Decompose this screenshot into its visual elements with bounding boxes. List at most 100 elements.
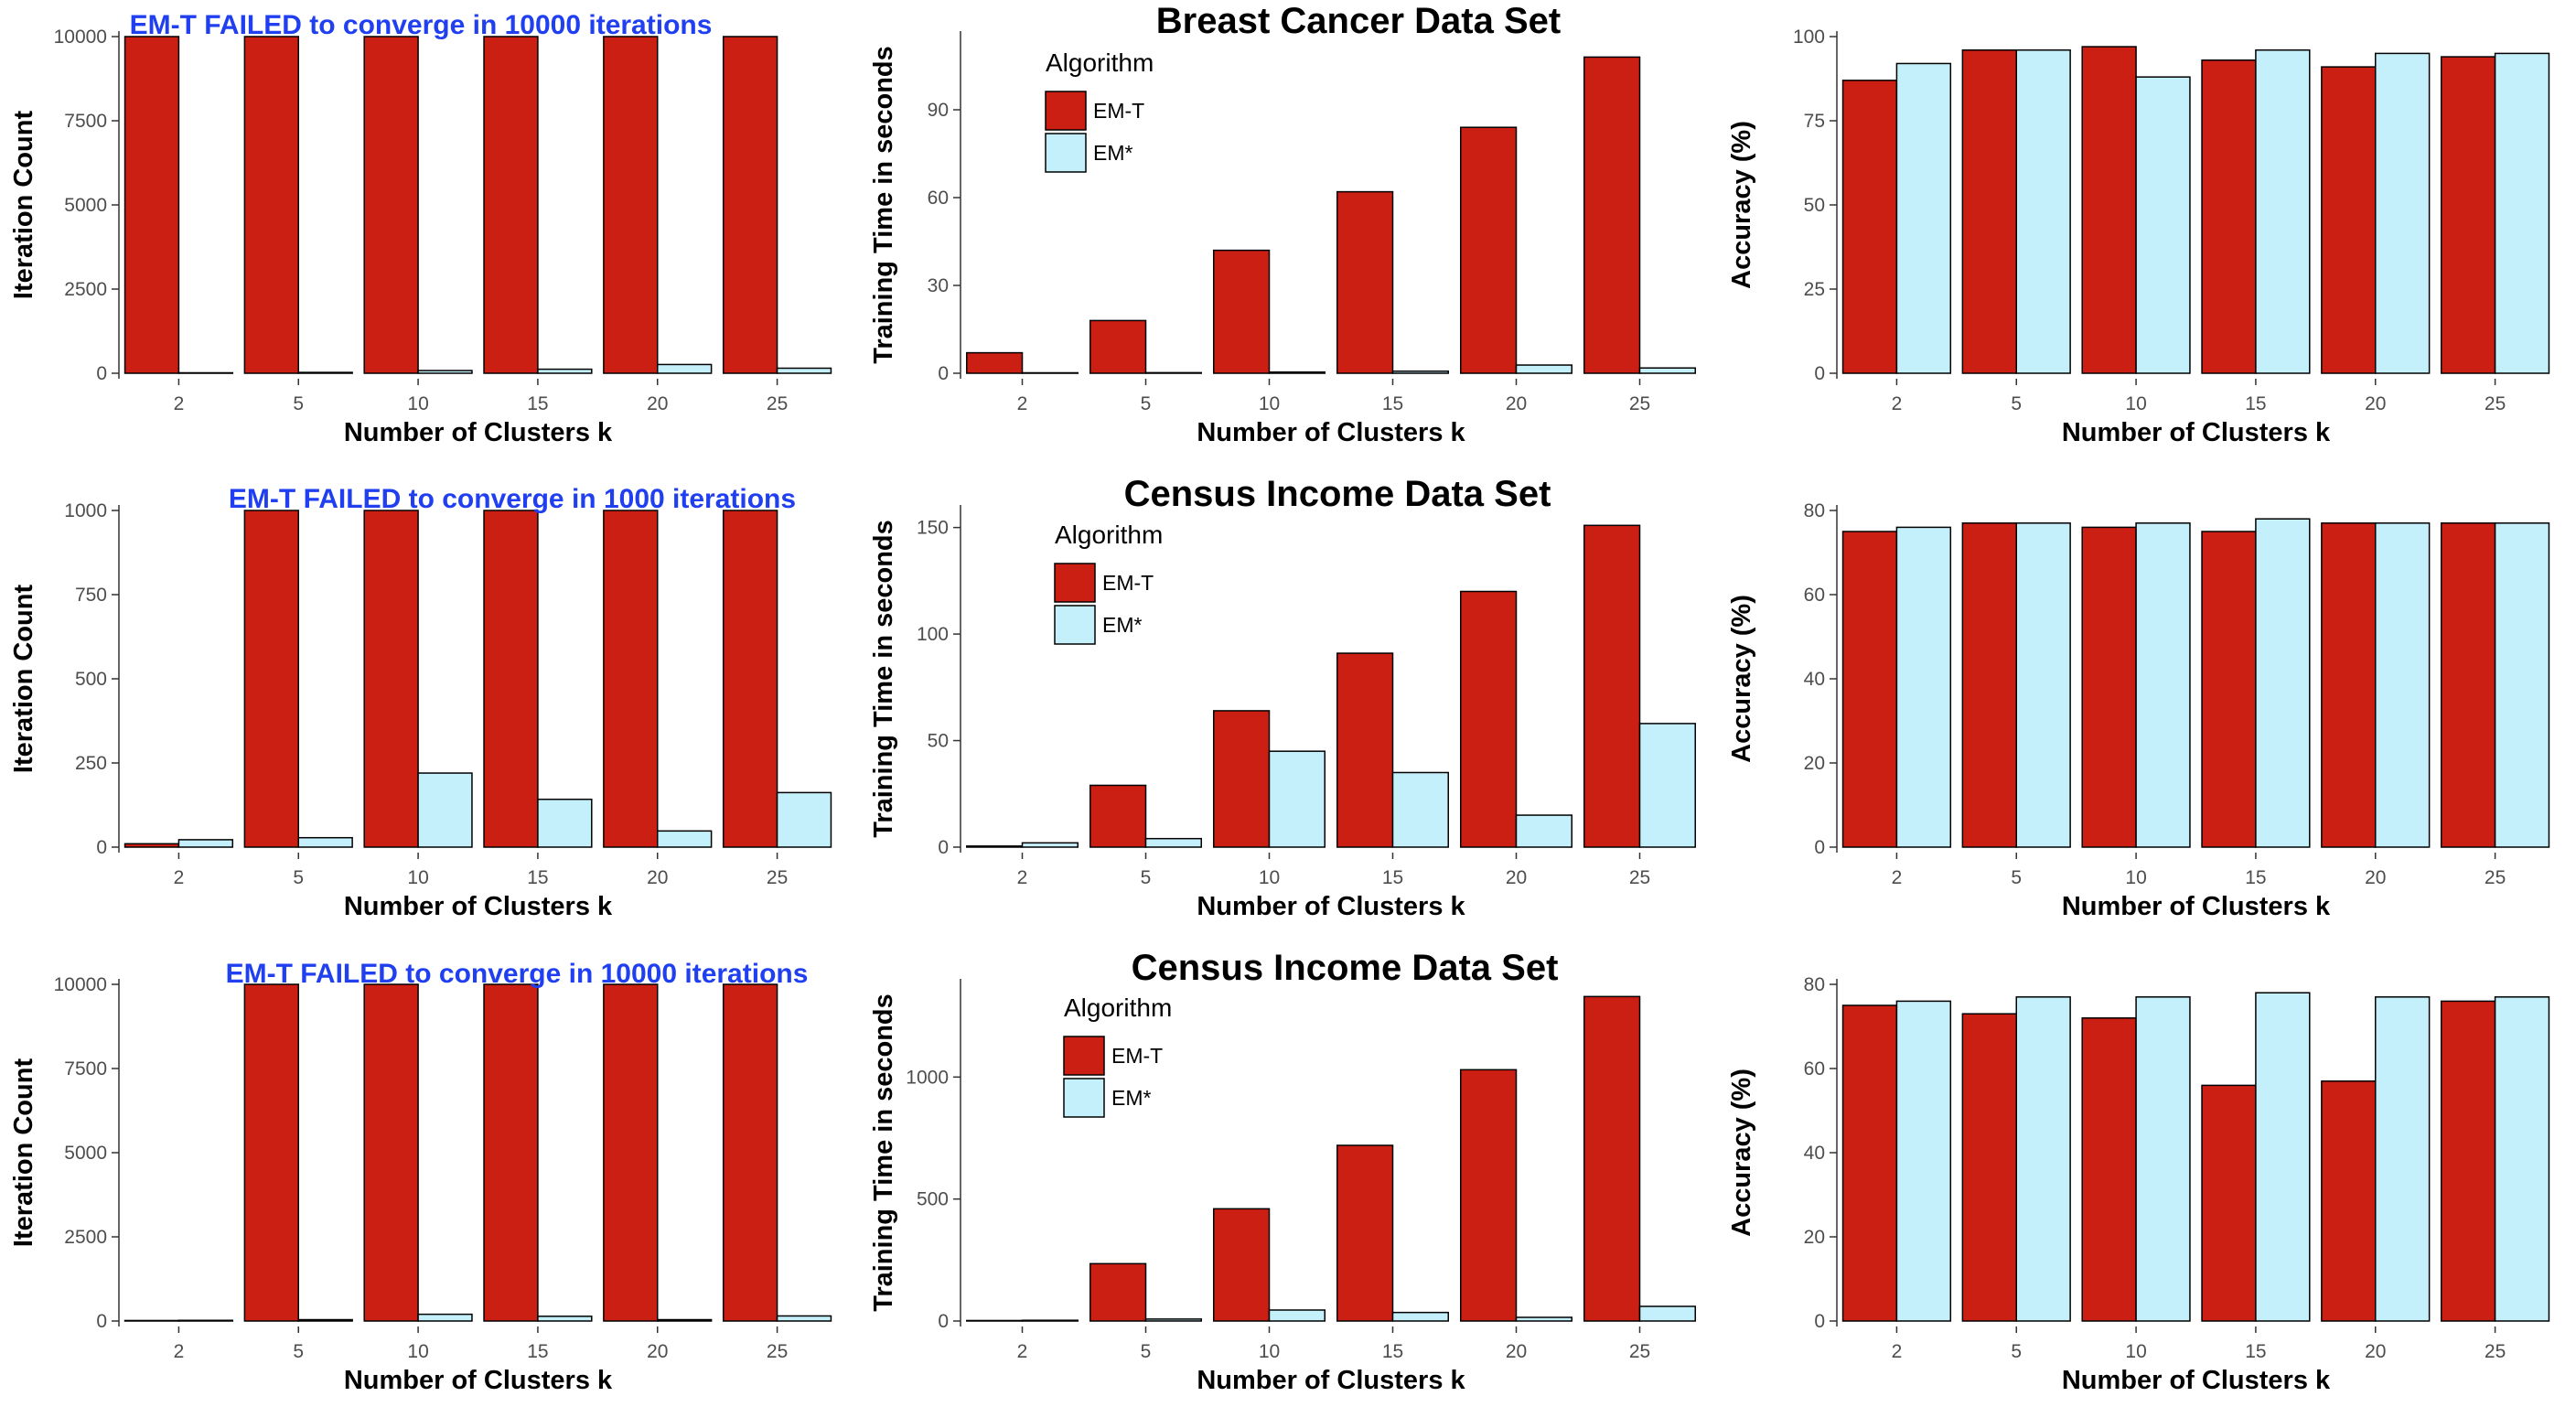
y-axis-title: Accuracy (%) (1727, 1069, 1756, 1237)
x-axis-title: Number of Clusters k (344, 892, 613, 921)
x-tick-label: 10 (2125, 393, 2146, 414)
x-tick-label: 20 (647, 393, 668, 414)
x-tick-label: 2 (1892, 1341, 1903, 1362)
bar-em-t-k2 (123, 36, 180, 374)
bar-em-t-k25 (722, 510, 778, 848)
bar-em-t-k10 (363, 36, 419, 374)
x-tick-label: 15 (2245, 867, 2266, 888)
bar-em-t-k15 (1336, 190, 1394, 374)
bar-em-star-k5 (2015, 522, 2071, 848)
bar-em-star-k20 (1515, 364, 1572, 374)
bar-em-star-k25 (2494, 52, 2550, 374)
x-tick-label: 2 (1892, 393, 1903, 414)
bar-em-t-k2 (123, 843, 180, 848)
bar-em-t-k5 (243, 510, 299, 848)
x-tick-label: 10 (407, 1341, 428, 1362)
y-tick-label: 250 (75, 753, 107, 774)
x-tick-label: 5 (293, 867, 304, 888)
y-tick-label: 50 (928, 731, 949, 752)
bar-em-star-k5 (2015, 48, 2071, 374)
bar-em-t-k20 (603, 36, 659, 374)
y-tick-label: 100 (917, 624, 949, 645)
x-tick-label: 20 (1506, 393, 1527, 414)
x-tick-label: 25 (767, 1341, 788, 1362)
x-tick-label: 20 (647, 1341, 668, 1362)
bar-em-t-k15 (1336, 652, 1394, 848)
y-tick-label: 60 (1804, 585, 1825, 606)
x-axis-title: Number of Clusters k (344, 1366, 613, 1395)
bar-em-star-k15 (2255, 518, 2311, 848)
x-tick-label: 2 (174, 1341, 185, 1362)
x-tick-label: 20 (1506, 867, 1527, 888)
y-tick-label: 0 (938, 837, 949, 858)
bar-em-t-k25 (722, 983, 778, 1322)
x-tick-label: 25 (2485, 393, 2506, 414)
bar-em-t-k25 (2440, 522, 2496, 848)
x-tick-label: 2 (1017, 867, 1028, 888)
x-tick-label: 10 (1259, 867, 1280, 888)
x-axis-title: Number of Clusters k (1197, 1366, 1465, 1395)
y-tick-label: 500 (917, 1189, 949, 1210)
bar-em-t-k20 (1460, 590, 1518, 848)
bar-em-t-k20 (603, 510, 659, 848)
legend-label: EM* (1102, 613, 1143, 637)
bar-em-t-k25 (2440, 56, 2496, 374)
bar-em-t-k2 (123, 1319, 180, 1322)
x-tick-label: 5 (293, 1341, 304, 1362)
y-tick-label: 0 (96, 837, 107, 858)
bar-em-star-k20 (657, 363, 713, 374)
legend-key-em-star (1045, 133, 1087, 173)
bar-em-t-k10 (2081, 46, 2137, 374)
y-tick-label: 500 (75, 669, 107, 690)
x-tick-label: 2 (174, 393, 185, 414)
bar-em-star-k25 (776, 367, 832, 374)
x-tick-label: 2 (1892, 867, 1903, 888)
bar-em-t-k10 (1213, 710, 1271, 848)
bar-em-t-k2 (1841, 1004, 1898, 1322)
bar-em-t-k2 (966, 351, 1024, 374)
bar-em-t-k25 (722, 36, 778, 374)
legend-label: EM* (1093, 141, 1133, 165)
bar-em-t-k10 (1213, 1208, 1271, 1322)
legend-label: EM-T (1102, 571, 1154, 595)
bar-em-star-k25 (2494, 522, 2550, 848)
x-tick-label: 15 (2245, 1341, 2266, 1362)
y-tick-label: 25 (1804, 279, 1825, 300)
x-tick-label: 10 (2125, 1341, 2146, 1362)
y-tick-label: 40 (1804, 669, 1825, 690)
legend-label: EM-T (1111, 1044, 1163, 1068)
bar-em-t-k15 (2201, 531, 2257, 848)
bar-em-star-k15 (537, 798, 593, 848)
y-tick-label: 60 (928, 188, 949, 209)
x-tick-label: 20 (2365, 867, 2386, 888)
bar-em-star-k10 (417, 1313, 473, 1322)
bar-em-t-k15 (483, 36, 539, 374)
annotation-text: EM-T FAILED to converge in 10000 iterati… (130, 10, 713, 40)
legend-label: EM-T (1093, 99, 1144, 123)
bar-em-star-k15 (2255, 992, 2311, 1322)
bar-em-star-k10 (2135, 996, 2191, 1322)
bar-em-star-k20 (657, 830, 713, 848)
y-tick-label: 100 (1793, 27, 1825, 48)
y-tick-label: 80 (1804, 500, 1825, 521)
bar-em-t-k15 (483, 983, 539, 1322)
bar-em-t-k10 (2081, 1017, 2137, 1322)
bar-em-star-k2 (1895, 62, 1952, 374)
x-tick-label: 5 (2011, 393, 2022, 414)
bar-em-t-k25 (1583, 56, 1641, 374)
bar-em-star-k20 (1515, 814, 1572, 848)
x-tick-label: 25 (2485, 867, 2506, 888)
x-axis-title: Number of Clusters k (344, 418, 613, 447)
x-axis-title: Number of Clusters k (2062, 892, 2331, 921)
legend-key-em-t (1063, 1036, 1105, 1076)
x-tick-label: 10 (407, 867, 428, 888)
bar-em-t-k25 (2440, 1000, 2496, 1322)
legend-title: Algorithm (1064, 993, 1172, 1022)
bar-em-t-k5 (1961, 1013, 2017, 1322)
bar-em-star-k25 (1638, 723, 1696, 848)
